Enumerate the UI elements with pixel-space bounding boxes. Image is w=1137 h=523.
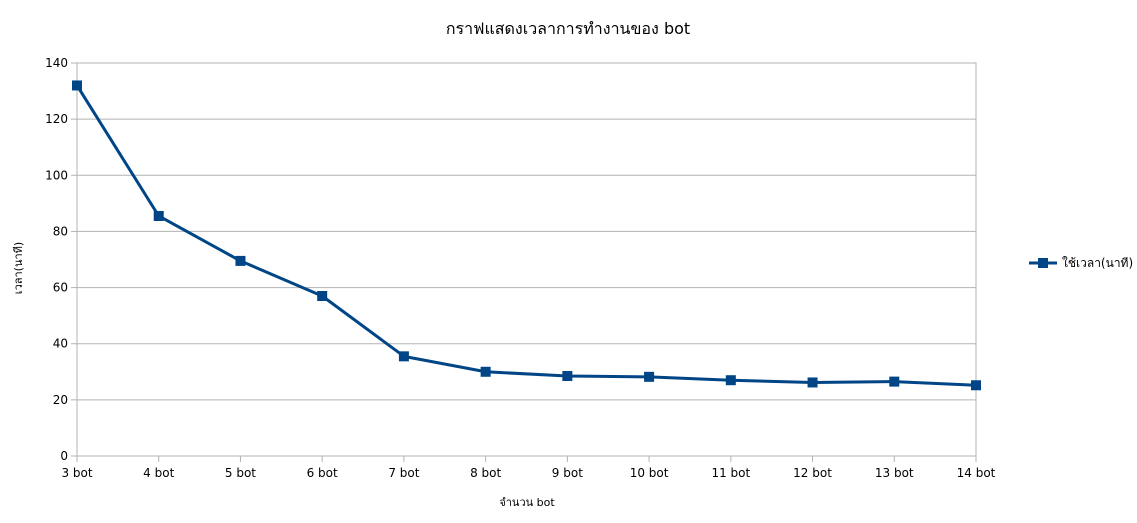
data-point: [480, 366, 491, 377]
x-tick-label: 6 bot: [307, 466, 338, 480]
data-point: [725, 375, 736, 386]
series-group: [72, 80, 981, 391]
data-point: [72, 80, 82, 91]
data-point: [153, 210, 164, 221]
data-point: [562, 370, 573, 381]
y-tick-label: 20: [53, 393, 68, 407]
y-tick-label: 0: [60, 449, 68, 463]
legend-label: ใช้เวลา(นาที): [1062, 256, 1133, 270]
x-axis-ticks: 3 bot 4 bot 5 bot 6 bot 7 bot 8 bot 9 bot 10 bo…: [61, 456, 996, 480]
x-tick-label: 10 bot: [630, 466, 669, 480]
data-point: [644, 371, 655, 382]
x-tick-label: 5 bot: [225, 466, 256, 480]
series-line: [75, 84, 977, 387]
data-point: [235, 255, 246, 266]
data-point: [398, 351, 409, 362]
y-axis-ticks: 0 20 40 60 80 100 120 140: [45, 56, 77, 463]
y-tick-label: 120: [45, 112, 68, 126]
y-axis-title: เวลา(นาที): [12, 242, 25, 294]
x-tick-label: 11 bot: [711, 466, 750, 480]
data-point: [889, 376, 900, 387]
x-tick-label: 9 bot: [552, 466, 583, 480]
x-tick-label: 7 bot: [388, 466, 419, 480]
x-tick-label: 4 bot: [143, 466, 174, 480]
x-axis-title: จำนวน bot: [499, 496, 555, 509]
y-tick-label: 140: [45, 56, 68, 70]
data-point: [807, 377, 818, 388]
x-tick-label: 12 bot: [793, 466, 832, 480]
x-tick-label: 8 bot: [470, 466, 501, 480]
plot-area: [76, 62, 977, 457]
data-point: [317, 290, 328, 301]
y-tick-label: 40: [53, 337, 68, 351]
y-tick-label: 60: [53, 281, 68, 295]
x-tick-label: 13 bot: [875, 466, 914, 480]
y-tick-label: 80: [53, 224, 68, 238]
x-tick-label: 3 bot: [61, 466, 92, 480]
grid-lines: [77, 62, 976, 457]
chart-title: กราฟแสดงเวลาการทำงานของ bot: [446, 19, 690, 38]
data-point: [971, 380, 981, 391]
legend: ใช้เวลา(นาที): [1029, 256, 1133, 270]
legend-marker: [1038, 258, 1048, 268]
y-tick-label: 100: [45, 168, 68, 182]
x-tick-label: 14 bot: [957, 466, 996, 480]
